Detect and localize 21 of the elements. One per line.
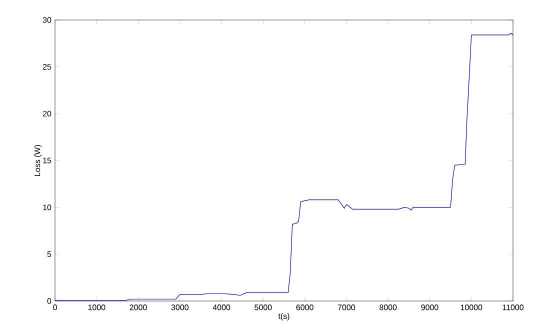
x-tick-label: 6000 xyxy=(296,304,314,310)
x-tick-label: 10000 xyxy=(460,304,482,310)
x-tick-label: 9000 xyxy=(421,304,438,310)
y-tick-label: 15 xyxy=(43,158,52,164)
x-axis-title: t(s) xyxy=(278,313,290,321)
y-tick-label: 25 xyxy=(42,64,52,70)
y-tick-label: 5 xyxy=(47,251,52,257)
x-tick-label: 8000 xyxy=(380,304,397,310)
y-tick-label: 0 xyxy=(47,298,52,304)
x-tick-label: 2000 xyxy=(130,304,147,310)
x-tick-label: 11000 xyxy=(502,304,524,310)
y-tick-label: 30 xyxy=(42,17,52,23)
y-tick-label: 10 xyxy=(43,204,52,210)
x-tick-label: 5000 xyxy=(254,304,272,310)
x-tick-label: 3000 xyxy=(171,304,188,310)
x-tick-label: 4000 xyxy=(212,304,230,310)
x-tick-label: 0 xyxy=(53,304,57,310)
x-tick-label: 7000 xyxy=(338,304,356,310)
x-tick-label: 1000 xyxy=(88,304,106,310)
y-tick-label: 20 xyxy=(42,110,52,116)
y-axis-title: Loss (W) xyxy=(34,145,42,176)
